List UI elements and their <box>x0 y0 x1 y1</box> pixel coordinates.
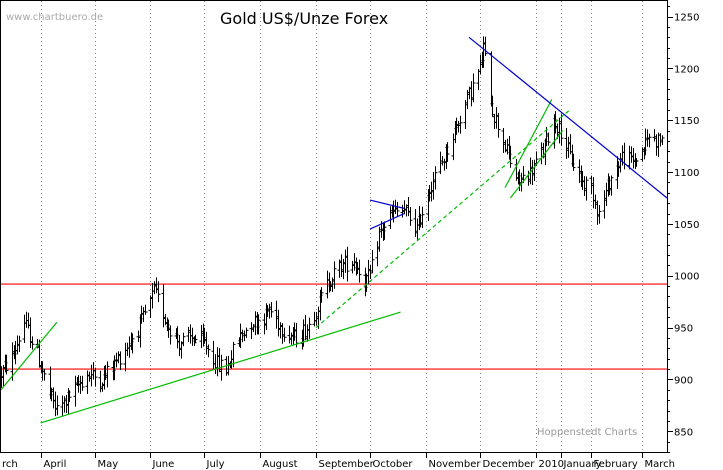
x-tick-label: July <box>206 459 225 470</box>
y-tick-label: 1100 <box>674 168 699 179</box>
x-tick-label: December <box>483 459 536 470</box>
y-tick-label: 1000 <box>674 272 699 283</box>
x-tick-label: rch <box>2 459 18 470</box>
downtrend-line <box>468 36 668 199</box>
x-tick-label: June <box>152 459 175 470</box>
x-tick-label: September <box>319 459 375 470</box>
y-tick-label: 900 <box>674 375 693 386</box>
y-tick-label: 850 <box>674 427 693 438</box>
x-tick-label: February <box>594 459 638 470</box>
trendlines <box>0 36 668 424</box>
ohlc-bars <box>0 36 665 417</box>
y-tick-label: 1200 <box>674 64 699 75</box>
x-tick-label: March <box>645 459 675 470</box>
triangle-line <box>369 199 405 209</box>
plot-frame <box>0 0 668 453</box>
x-tick-label: August <box>263 459 298 470</box>
x-tick-label: April <box>44 459 67 470</box>
x-tick-label: October <box>373 459 414 470</box>
x-tick-label: January <box>563 459 602 470</box>
channel-line <box>509 130 564 199</box>
uptrend-line <box>0 322 58 391</box>
x-tick-label: May <box>98 459 119 470</box>
uptrend-line <box>40 311 401 424</box>
x-tick-label: 2010 <box>539 459 564 470</box>
credit-text: Hoppenstedt Charts <box>537 427 637 438</box>
watermark-text: www.chartbuero.de <box>6 12 103 23</box>
y-tick-label: 1250 <box>674 13 699 24</box>
x-tick-label: November <box>429 459 482 470</box>
chart-title: Gold US$/Unze Forex <box>220 9 388 28</box>
y-tick-label: 1150 <box>674 116 699 127</box>
x-axis: rch April May June July August SeptemberOctobe… <box>2 452 675 470</box>
channel-line <box>504 99 553 188</box>
y-axis: 850 900 950 1000 1050 1100 1150 1200 1250 <box>667 6 699 453</box>
triangle-line <box>369 212 405 230</box>
y-tick-label: 950 <box>674 324 693 335</box>
y-tick-label: 1050 <box>674 220 699 231</box>
